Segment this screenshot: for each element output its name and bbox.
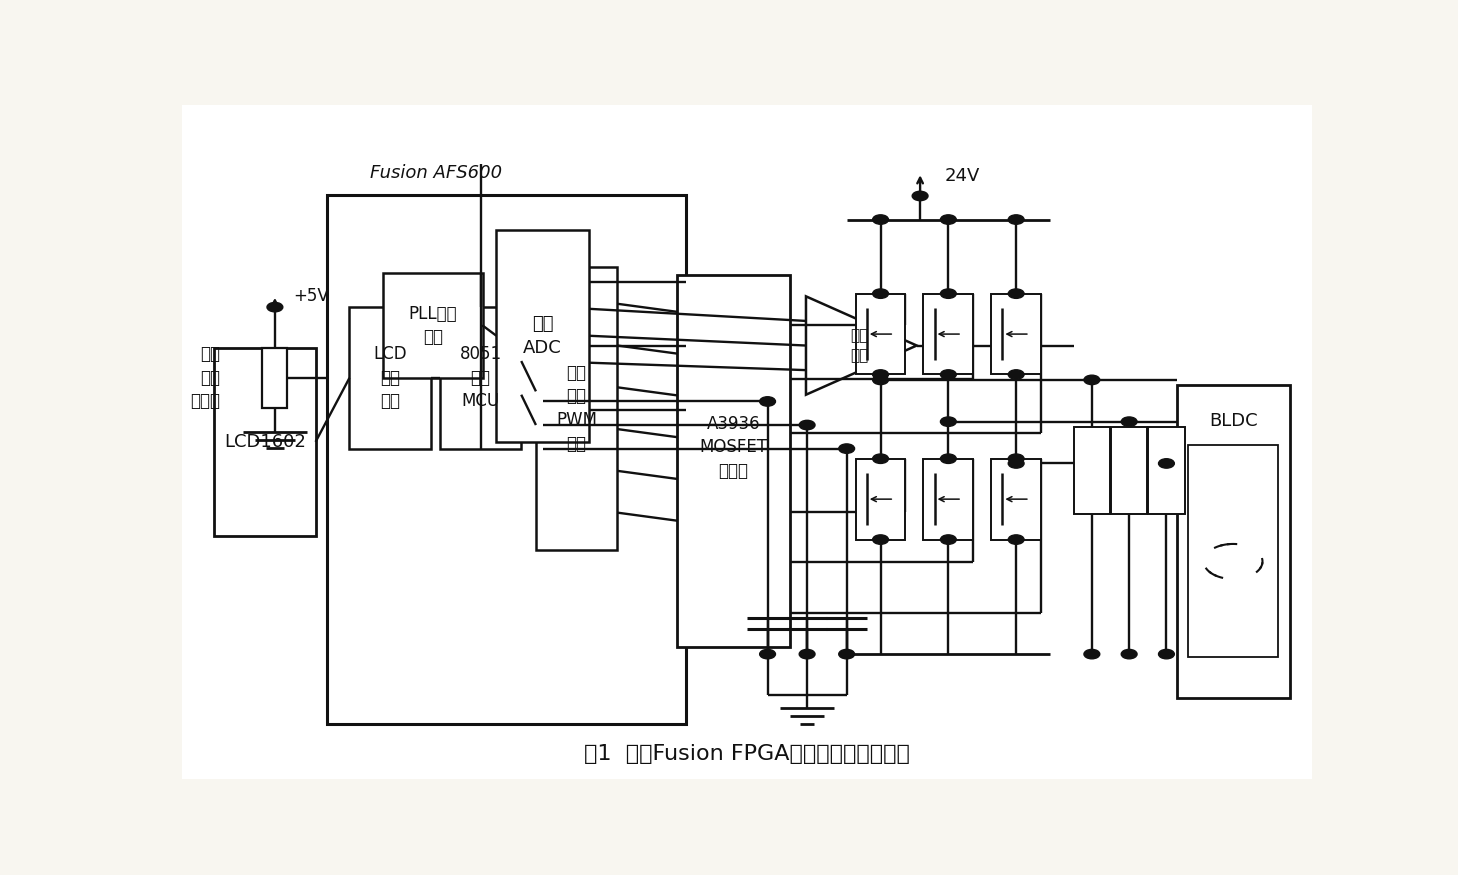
Text: 24V: 24V — [945, 167, 980, 185]
Text: PLL时钟
发生: PLL时钟 发生 — [408, 304, 458, 347]
Bar — [1073, 427, 1110, 514]
Circle shape — [1009, 215, 1024, 224]
Circle shape — [940, 535, 956, 544]
Circle shape — [1159, 458, 1174, 468]
Text: A3936
MOSFET
驱动器: A3936 MOSFET 驱动器 — [700, 415, 768, 480]
Circle shape — [873, 289, 888, 298]
Bar — [262, 347, 287, 408]
Circle shape — [1083, 375, 1099, 385]
Bar — [856, 458, 905, 540]
Circle shape — [838, 444, 854, 453]
Circle shape — [760, 396, 776, 406]
Circle shape — [760, 649, 776, 659]
Bar — [923, 294, 974, 374]
Circle shape — [1121, 649, 1137, 659]
Circle shape — [940, 215, 956, 224]
Circle shape — [1083, 649, 1099, 659]
Text: 电流
检测: 电流 检测 — [850, 328, 869, 363]
Text: Fusion AFS600: Fusion AFS600 — [370, 164, 502, 183]
Bar — [214, 347, 315, 536]
Circle shape — [1009, 458, 1024, 468]
Bar — [991, 458, 1041, 540]
Bar — [677, 275, 790, 647]
Bar — [440, 307, 522, 449]
Circle shape — [267, 303, 283, 312]
Bar — [327, 194, 687, 724]
Text: 8051
软核
MCU: 8051 软核 MCU — [459, 346, 502, 410]
Bar — [1188, 445, 1279, 657]
Circle shape — [873, 535, 888, 544]
Text: 设定
转速
和方向: 设定 转速 和方向 — [191, 346, 220, 410]
Bar — [496, 229, 589, 442]
Circle shape — [1009, 289, 1024, 298]
Circle shape — [940, 454, 956, 464]
Bar — [923, 458, 974, 540]
Text: 三相
全桥
PWM
发生: 三相 全桥 PWM 发生 — [555, 364, 598, 452]
Circle shape — [799, 420, 815, 430]
Circle shape — [1009, 454, 1024, 464]
Text: BLDC: BLDC — [1209, 411, 1257, 430]
Circle shape — [940, 370, 956, 379]
Circle shape — [913, 192, 929, 200]
Bar — [350, 307, 430, 449]
Polygon shape — [806, 297, 917, 395]
Bar — [383, 273, 483, 378]
Bar — [1149, 427, 1184, 514]
Circle shape — [873, 370, 888, 379]
Circle shape — [1121, 417, 1137, 426]
Circle shape — [799, 649, 815, 659]
Text: 高速
ADC: 高速 ADC — [523, 315, 563, 356]
Circle shape — [1009, 370, 1024, 379]
Bar — [537, 267, 617, 550]
Bar — [1111, 427, 1147, 514]
Bar — [856, 294, 905, 374]
Circle shape — [873, 375, 888, 385]
Circle shape — [873, 215, 888, 224]
Text: +5V: +5V — [293, 287, 328, 305]
Bar — [991, 294, 1041, 374]
Text: 图1  基于Fusion FPGA的无刺电机控制方案: 图1 基于Fusion FPGA的无刺电机控制方案 — [585, 744, 910, 764]
Circle shape — [873, 454, 888, 464]
Circle shape — [940, 417, 956, 426]
Circle shape — [838, 649, 854, 659]
Text: LCD1602: LCD1602 — [223, 433, 306, 451]
Circle shape — [1159, 649, 1174, 659]
Circle shape — [940, 289, 956, 298]
Text: LCD
接口
逻辑: LCD 接口 逻辑 — [373, 346, 407, 410]
Circle shape — [1009, 535, 1024, 544]
Bar — [1177, 385, 1289, 698]
